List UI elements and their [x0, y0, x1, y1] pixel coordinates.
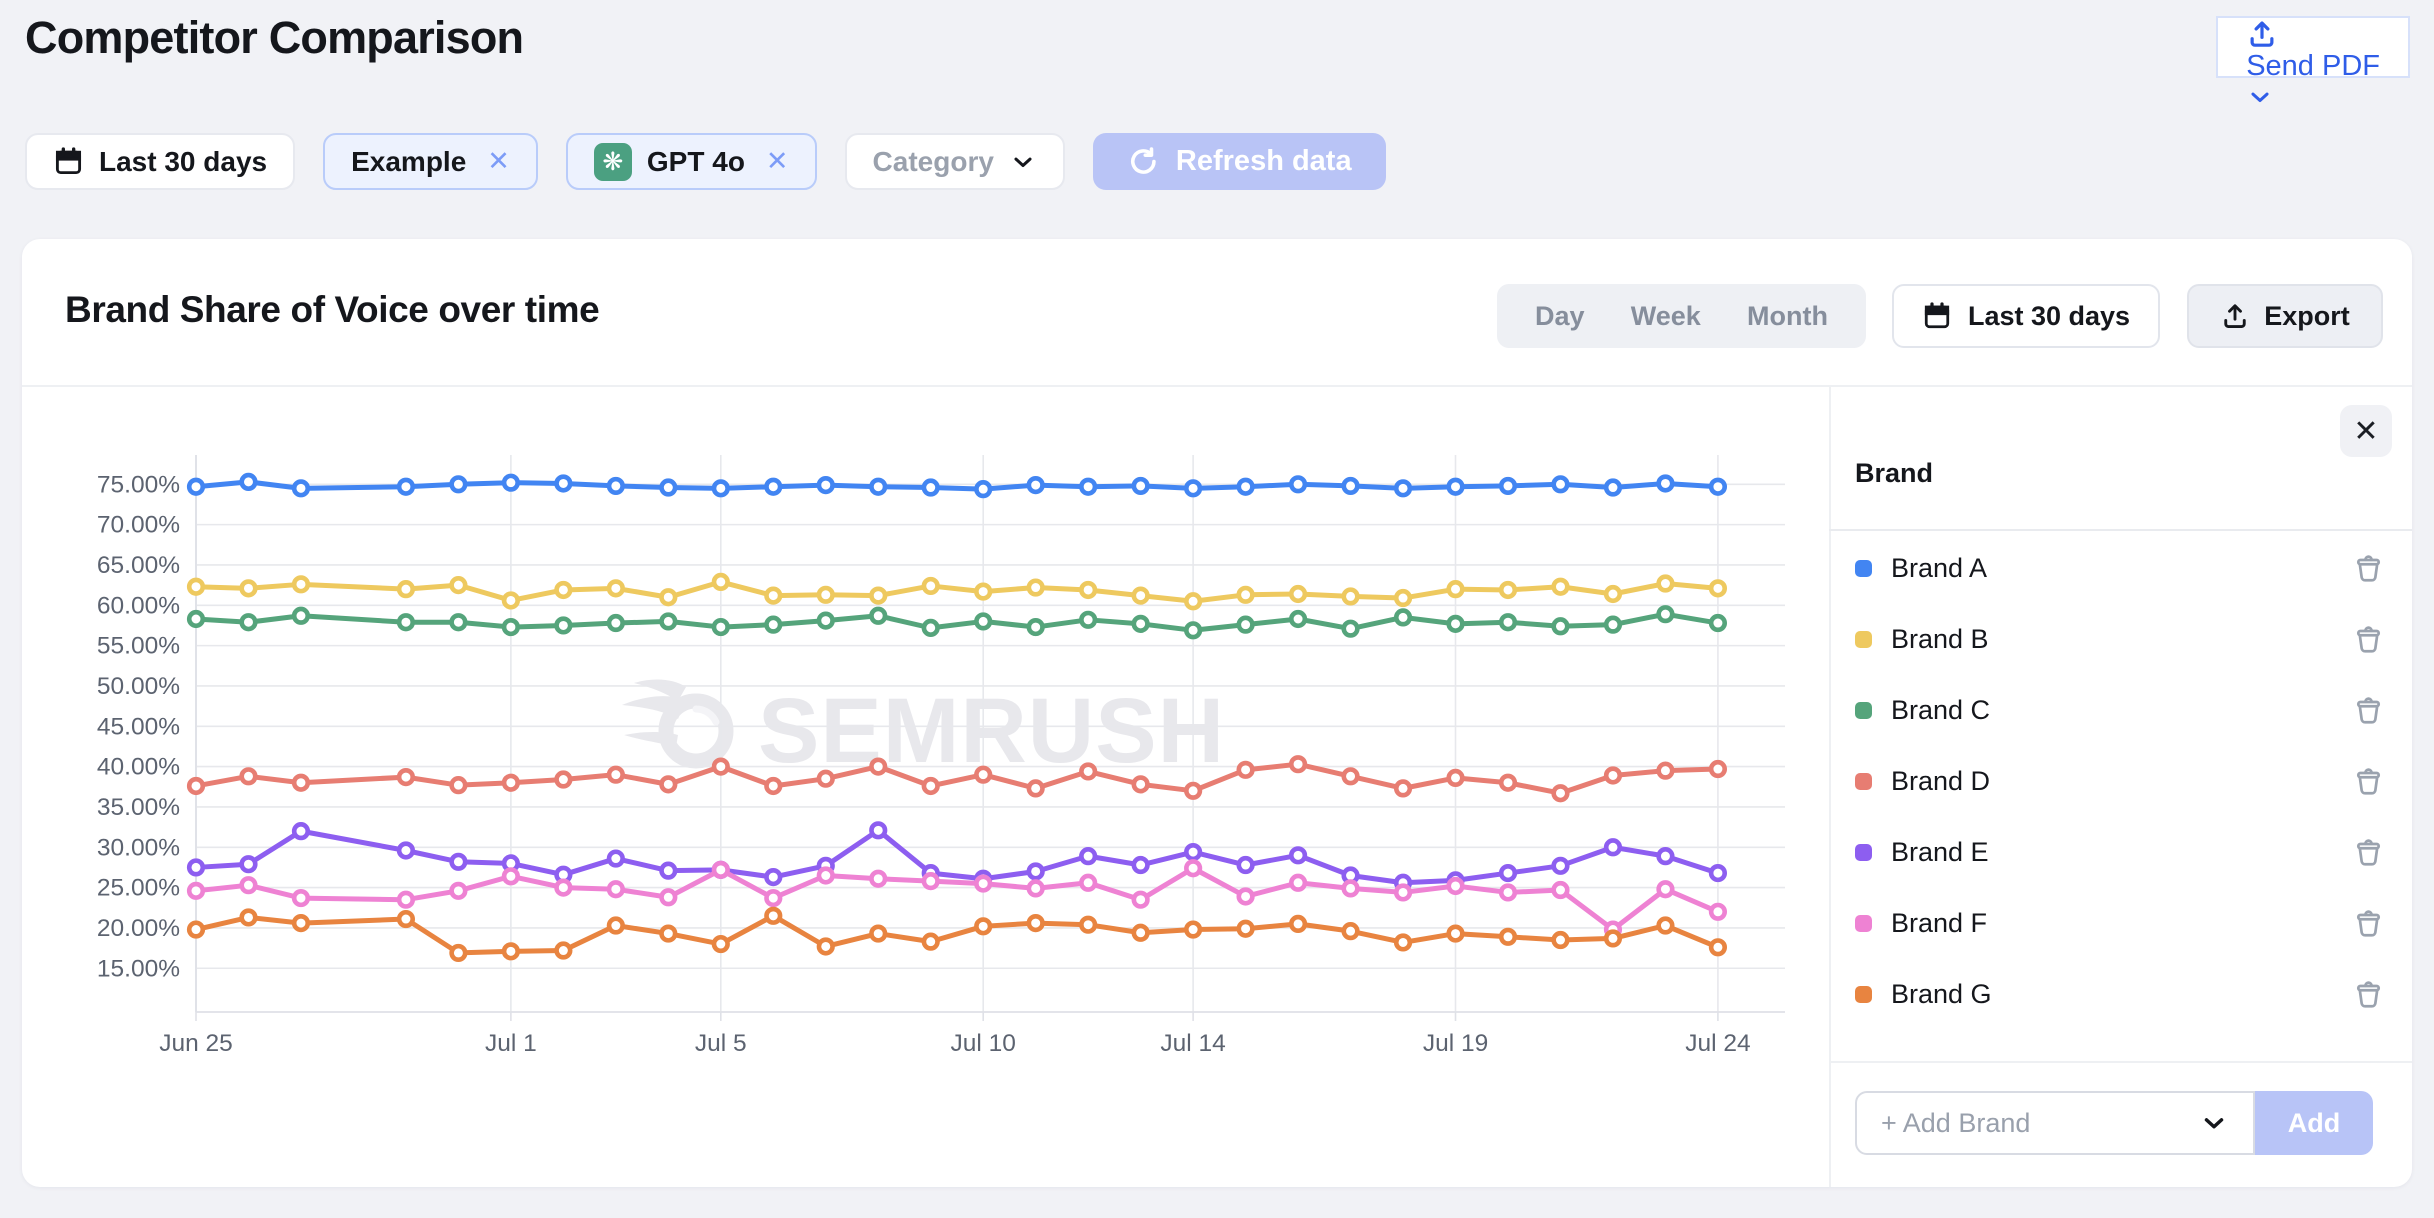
openai-logo-icon: ❋: [593, 142, 632, 181]
svg-text:Jul 14: Jul 14: [1160, 1030, 1225, 1057]
date-range-filter[interactable]: Last 30 days: [25, 133, 296, 190]
category-label: Category: [872, 145, 994, 177]
refresh-icon: [1130, 147, 1156, 174]
add-brand-button-label: Add: [2287, 1107, 2341, 1138]
chevron-down-icon: [2204, 1118, 2224, 1129]
brand-row-brand-c: Brand C: [1855, 675, 2384, 746]
filter-chip-example-label: Example: [351, 145, 467, 177]
granularity-month[interactable]: Month: [1747, 300, 1828, 331]
panel-divider: [1829, 387, 1831, 1187]
filter-bar: Last 30 days Example ✕ ❋ GPT 4o ✕ Catego…: [25, 133, 1386, 190]
delete-brand-icon[interactable]: [2353, 766, 2384, 797]
brand-color-dot: [1855, 915, 1872, 932]
delete-brand-icon[interactable]: [2353, 979, 2384, 1010]
brand-name: Brand E: [1891, 837, 1989, 867]
delete-brand-icon[interactable]: [2353, 624, 2384, 655]
brand-color-dot: [1855, 986, 1872, 1003]
chart-date-range-button[interactable]: Last 30 days: [1892, 284, 2160, 348]
svg-text:Jul 1: Jul 1: [485, 1030, 537, 1057]
refresh-data-label: Refresh data: [1175, 145, 1352, 177]
share-of-voice-card: Brand Share of Voice over time Day Week Mo…: [22, 239, 2412, 1187]
brand-name: Brand B: [1891, 624, 1989, 654]
card-header-divider: [22, 385, 2412, 387]
brand-name: Brand D: [1891, 766, 1991, 796]
brand-list-divider: [1829, 529, 2412, 531]
svg-text:Jun 25: Jun 25: [159, 1030, 233, 1057]
close-panel-button[interactable]: ✕: [2340, 405, 2392, 457]
svg-text:Jul 10: Jul 10: [951, 1030, 1016, 1057]
brand-color-dot: [1855, 844, 1872, 861]
brand-row-brand-a: Brand A: [1855, 533, 2384, 604]
svg-text:35.00%: 35.00%: [97, 794, 180, 821]
granularity-day[interactable]: Day: [1535, 300, 1585, 331]
brand-color-dot: [1855, 702, 1872, 719]
upload-icon: [2224, 304, 2246, 328]
chevron-down-icon: [2251, 92, 2269, 103]
svg-text:30.00%: 30.00%: [97, 834, 180, 861]
semrush-logo-icon: [622, 679, 734, 769]
svg-text:25.00%: 25.00%: [97, 875, 180, 902]
granularity-toggle: Day Week Month: [1497, 284, 1866, 348]
remove-model-icon[interactable]: ✕: [765, 146, 789, 176]
svg-text:Jul 5: Jul 5: [695, 1030, 747, 1057]
delete-brand-icon[interactable]: [2353, 908, 2384, 939]
svg-text:45.00%: 45.00%: [97, 713, 180, 740]
brand-row-brand-b: Brand B: [1855, 604, 2384, 675]
brand-color-dot: [1855, 773, 1872, 790]
svg-text:75.00%: 75.00%: [97, 471, 180, 498]
brand-row-brand-f: Brand F: [1855, 888, 2384, 959]
granularity-week[interactable]: Week: [1630, 300, 1701, 331]
svg-text:60.00%: 60.00%: [97, 592, 180, 619]
date-range-label: Last 30 days: [99, 145, 268, 177]
brand-color-dot: [1855, 560, 1872, 577]
send-pdf-label: Send PDF: [2246, 50, 2380, 82]
svg-text:55.00%: 55.00%: [97, 633, 180, 660]
brand-panel-header: Brand: [1855, 458, 1934, 488]
filter-chip-model-label: GPT 4o: [646, 145, 745, 177]
panel-footer-divider: [1829, 1061, 2412, 1063]
add-brand-select[interactable]: + Add Brand: [1855, 1091, 2255, 1155]
semrush-watermark: SEMRUSH: [620, 675, 1225, 787]
delete-brand-icon[interactable]: [2353, 553, 2384, 584]
export-label: Export: [2264, 300, 2350, 331]
brand-color-dot: [1855, 631, 1872, 648]
calendar-icon: [1924, 302, 1950, 329]
brand-list: Brand A Brand B Brand C Brand D Brand E Brand…: [1855, 533, 2384, 1030]
svg-text:Jul 19: Jul 19: [1423, 1030, 1488, 1057]
svg-text:40.00%: 40.00%: [97, 754, 180, 781]
delete-brand-icon[interactable]: [2353, 695, 2384, 726]
add-brand-placeholder: + Add Brand: [1881, 1107, 2031, 1138]
calendar-icon: [55, 147, 82, 175]
add-brand-button[interactable]: Add: [2255, 1091, 2373, 1155]
svg-text:Jul 24: Jul 24: [1685, 1030, 1750, 1057]
semrush-watermark-text: SEMRUSH: [758, 679, 1226, 782]
upload-icon: [2250, 21, 2274, 47]
category-dropdown[interactable]: Category: [844, 133, 1065, 190]
chart-date-range-label: Last 30 days: [1967, 300, 2131, 331]
brand-row-brand-g: Brand G: [1855, 959, 2384, 1030]
svg-text:20.00%: 20.00%: [97, 915, 180, 942]
chart-title: Brand Share of Voice over time: [65, 289, 600, 330]
filter-chip-example[interactable]: Example ✕: [323, 133, 538, 190]
brand-row-brand-e: Brand E: [1855, 817, 2384, 888]
brand-name: Brand F: [1891, 908, 1988, 938]
export-button[interactable]: Export: [2187, 284, 2383, 348]
brand-name: Brand G: [1891, 979, 1992, 1009]
delete-brand-icon[interactable]: [2353, 837, 2384, 868]
refresh-data-button[interactable]: Refresh data: [1092, 133, 1386, 190]
filter-chip-model[interactable]: ❋ GPT 4o ✕: [565, 133, 817, 190]
send-pdf-button[interactable]: Send PDF: [2216, 16, 2410, 103]
remove-example-icon[interactable]: ✕: [487, 146, 510, 176]
svg-text:50.00%: 50.00%: [97, 673, 180, 700]
brand-row-brand-d: Brand D: [1855, 746, 2384, 817]
chevron-down-icon: [1014, 157, 1032, 167]
page-title: Competitor Comparison: [25, 12, 524, 63]
svg-text:70.00%: 70.00%: [97, 512, 180, 539]
brand-name: Brand C: [1891, 695, 1991, 725]
brand-name: Brand A: [1891, 553, 1988, 583]
svg-text:15.00%: 15.00%: [97, 955, 180, 982]
svg-text:65.00%: 65.00%: [97, 552, 180, 579]
